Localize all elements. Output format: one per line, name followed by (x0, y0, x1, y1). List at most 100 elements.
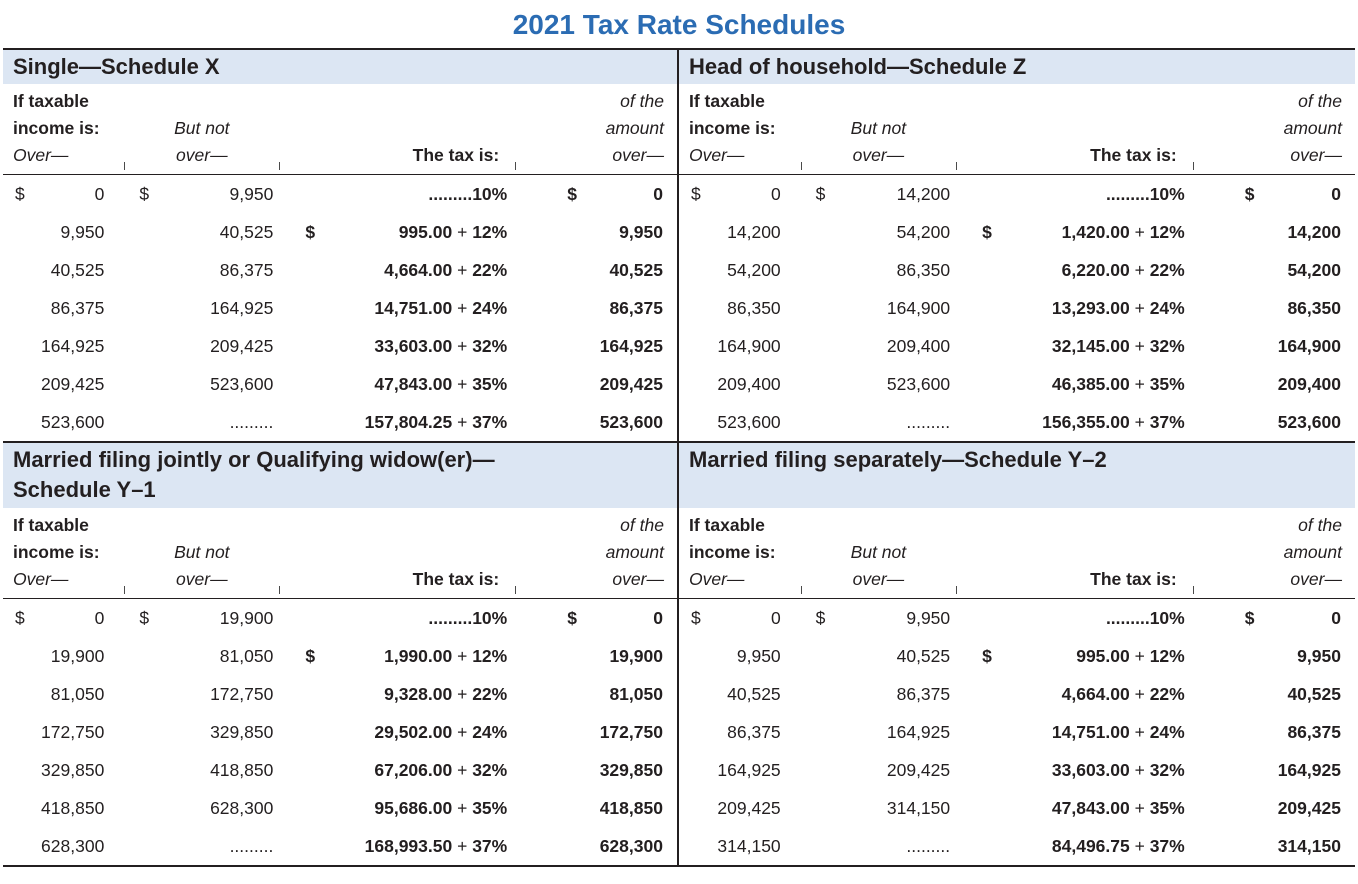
table-row: 40,525 86,375 4,664.00 + 22% 40,525 (679, 675, 1355, 713)
but-not-over-cell: 86,375 (801, 684, 956, 705)
schedule-title-line: Head of household—Schedule Z (689, 54, 1027, 79)
dollar-sign: $ (305, 221, 316, 242)
table-row: 329,850 418,850 67,206.00 + 32% 329,850 (3, 751, 677, 789)
over-value: 164,925 (717, 759, 781, 780)
tax-value: 4,664.00 + 22% (384, 260, 507, 281)
header-but-not-over: over— (176, 569, 228, 589)
but-not-over-value: 86,375 (896, 683, 951, 704)
tax-rate: 22% (472, 259, 508, 280)
but-not-over-value: 164,925 (886, 721, 951, 742)
plus-sign: + (1129, 683, 1150, 704)
tax-cell: 33,603.00 + 32% (956, 760, 1193, 781)
amount-over-cell: 209,400 (1193, 374, 1355, 395)
table-row: 86,375 164,925 14,751.00 + 24% 86,375 (3, 289, 677, 327)
but-not-over-cell: 164,925 (801, 722, 956, 743)
table-row: 209,425 523,600 47,843.00 + 35% 209,425 (3, 365, 677, 403)
tax-cell: $995.00 + 12% (279, 222, 515, 243)
tax-base: ......... (428, 183, 473, 204)
but-not-over-value: 209,425 (886, 759, 951, 780)
but-not-over-value: 54,200 (896, 221, 951, 242)
tax-rate: 24% (1149, 721, 1185, 742)
dollar-sign: $ (15, 607, 25, 628)
but-not-over-value: 86,375 (219, 259, 274, 280)
table-row: 19,900 81,050 $1,990.00 + 12% 19,900 (3, 637, 677, 675)
but-not-over-cell: ......... (801, 412, 956, 433)
but-not-over-value: 164,900 (886, 297, 951, 318)
over-cell: 523,600 (3, 412, 124, 433)
over-value: 9,950 (736, 645, 781, 666)
plus-sign: + (452, 335, 473, 356)
dollar-sign: $ (567, 607, 577, 628)
tax-base: 4,664.00 (384, 259, 453, 280)
amount-over-cell: 86,375 (515, 298, 677, 319)
tax-rate: 35% (1149, 797, 1185, 818)
table-row: 172,750 329,850 29,502.00 + 24% 172,750 (3, 713, 677, 751)
but-not-over-cell: $9,950 (801, 608, 956, 629)
tax-base: ......... (1105, 607, 1150, 628)
amount-over-cell: 9,950 (1193, 646, 1355, 667)
tax-cell: 33,603.00 + 32% (279, 336, 515, 357)
but-not-over-value: 523,600 (886, 373, 951, 394)
tax-base: 9,328.00 (384, 683, 453, 704)
table-row: 54,200 86,350 6,220.00 + 22% 54,200 (679, 251, 1355, 289)
tax-rate: 12% (1149, 221, 1185, 242)
tax-cell: 157,804.25 + 37% (279, 412, 515, 433)
tax-value: .........10% (1106, 184, 1185, 205)
tax-rate: 32% (1149, 759, 1185, 780)
tax-base: 1,420.00 (1061, 221, 1130, 242)
header-if-taxable: If taxable (13, 91, 89, 111)
tax-rate: 35% (1149, 373, 1185, 394)
tax-cell: 67,206.00 + 32% (279, 760, 515, 781)
tax-base: 4,664.00 (1061, 683, 1130, 704)
tax-value: 84,496.75 + 37% (1052, 836, 1185, 857)
over-cell: 164,925 (679, 760, 801, 781)
amount-over-cell: 418,850 (515, 798, 677, 819)
amount-over-cell: 329,850 (515, 760, 677, 781)
over-value: 14,200 (727, 221, 781, 242)
amount-over-value: 209,400 (1277, 373, 1341, 394)
but-not-over-value: 164,925 (210, 297, 274, 318)
table-row: $0 $19,900 .........10% $0 (3, 599, 677, 637)
but-not-over-cell: 523,600 (124, 374, 279, 395)
amount-over-cell: $0 (1193, 608, 1355, 629)
over-cell: 14,200 (679, 222, 801, 243)
amount-over-cell: 209,425 (515, 374, 677, 395)
amount-over-cell: 172,750 (515, 722, 677, 743)
amount-over-cell: 164,925 (1193, 760, 1355, 781)
tax-base: 995.00 (398, 221, 453, 242)
header-over-column: If taxable income is: Over— (679, 84, 802, 170)
tax-rate: 24% (472, 297, 508, 318)
but-not-over-value: 628,300 (210, 797, 274, 818)
column-headers: If taxable income is: Over— But not over… (3, 84, 677, 175)
but-not-over-cell: $14,200 (801, 184, 956, 205)
but-not-over-value: 523,600 (210, 373, 274, 394)
dollar-sign: $ (305, 645, 316, 666)
tax-value: .........10% (1106, 608, 1185, 629)
over-cell: 19,900 (3, 646, 124, 667)
tax-cell: .........10% (956, 184, 1193, 205)
amount-over-cell: 86,350 (1193, 298, 1355, 319)
but-not-over-value: 329,850 (210, 721, 274, 742)
header-over-column: If taxable income is: Over— (3, 84, 126, 170)
but-not-over-value: 81,050 (219, 645, 274, 666)
header-tax-is-column: The tax is: (279, 508, 517, 594)
but-not-over-value: 314,150 (886, 797, 951, 818)
but-not-over-cell: 418,850 (124, 760, 279, 781)
tax-rate: 32% (1149, 335, 1185, 356)
header-over: Over— (13, 145, 69, 165)
header-amount-over: over— (1290, 569, 1342, 589)
header-but-not: But not (174, 118, 230, 138)
tax-base: ......... (1105, 183, 1150, 204)
tax-cell: 14,751.00 + 24% (956, 722, 1193, 743)
schedule-title: Married filing jointly or Qualifying wid… (3, 443, 677, 508)
tax-base: 29,502.00 (374, 721, 453, 742)
amount-over-cell: 14,200 (1193, 222, 1355, 243)
column-headers: If taxable income is: Over— But not over… (3, 508, 677, 599)
over-cell: $0 (679, 184, 801, 205)
over-cell: 86,375 (679, 722, 801, 743)
plus-sign: + (1129, 645, 1150, 666)
over-value: 523,600 (41, 411, 105, 432)
table-row: 164,900 209,400 32,145.00 + 32% 164,900 (679, 327, 1355, 365)
amount-over-value: 14,200 (1287, 221, 1341, 242)
tax-cell: 95,686.00 + 35% (279, 798, 515, 819)
